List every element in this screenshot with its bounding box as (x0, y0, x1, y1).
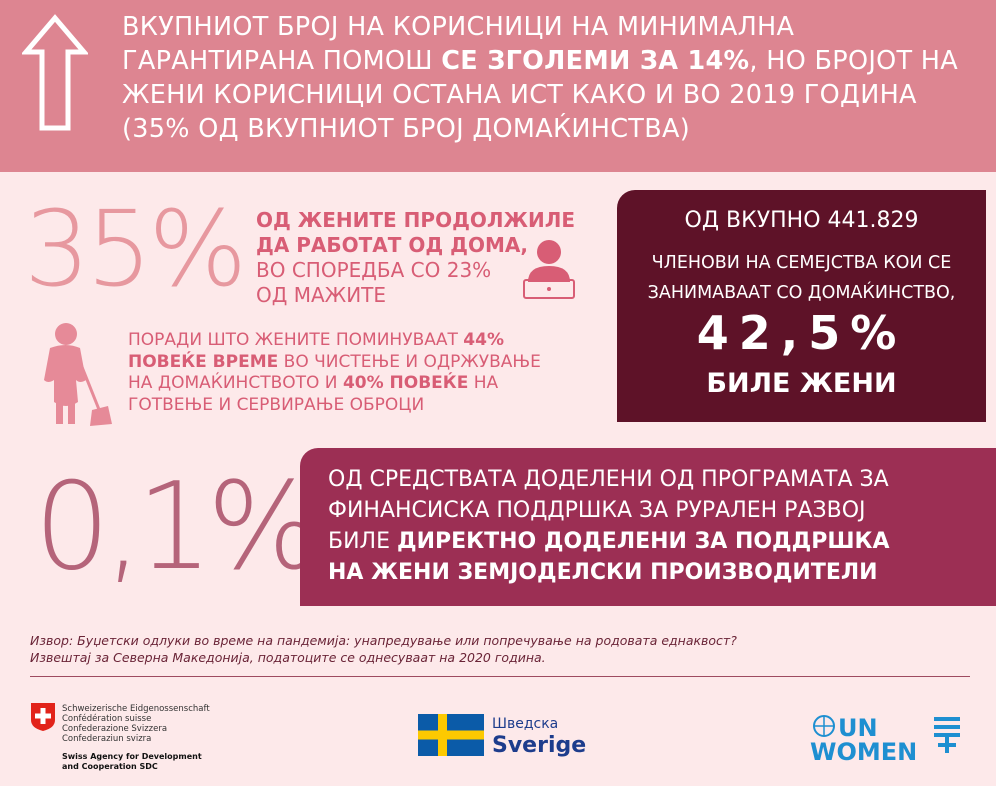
household-members-panel: ОД ВКУПНО 441.829 ЧЛЕНОВИ НА СЕМЕЈСТВА К… (617, 190, 986, 422)
swiss-confederation-text: Schweizerische Eidgenossenschaft Confédé… (62, 704, 222, 744)
household-desc-1: ЧЛЕНОВИ НА СЕМЕЈСТВА КОИ СЕ (651, 253, 952, 273)
source-line-2: Извештај за Северна Македонија, податоци… (30, 650, 546, 665)
housework-more-time: ПОВЕЌЕ ВРЕМЕ (128, 351, 279, 372)
up-arrow-icon (22, 14, 88, 131)
swiss-sdc-text: Swiss Agency for Development and Coopera… (62, 752, 222, 772)
stat-35-bold-2: ДА РАБОТАТ ОД ДОМА, (256, 233, 528, 257)
stat-35-text: ОД ЖЕНИТЕ ПРОДОЛЖИЛЕ ДА РАБОТАТ ОД ДОМА,… (256, 208, 576, 308)
women-symbol-icon (934, 717, 960, 753)
banner-headline: ВКУПНИОТ БРОЈ НА КОРИСНИЦИ НА МИНИМАЛНА … (122, 10, 982, 146)
un-bottom-text: WOMEN (810, 738, 918, 766)
stat-35-bold-1: ОД ЖЕНИТЕ ПРОДОЛЖИЛЕ (256, 208, 575, 232)
swiss-flag-icon (31, 703, 55, 731)
rural-line-2: ФИНАНСИСКА ПОДДРШКА ЗА РУРАЛЕН РАЗВОЈ (328, 498, 866, 523)
housework-text: ПОРАДИ ШТО ЖЕНИТЕ ПОМИНУВААТ 44% ПОВЕЌЕ … (128, 330, 598, 416)
housework-40-more: 40% ПОВЕЌЕ (342, 373, 469, 393)
sdc-line-2: and Cooperation SDC (62, 762, 158, 771)
stat-35-rest-1: ВО СПОРЕДБА СО 23% (256, 258, 492, 282)
un-women-logo: UN WOMEN (810, 713, 960, 766)
household-description: ЧЛЕНОВИ НА СЕМЕЈСТВА КОИ СЕ ЗАНИМАВААТ С… (617, 248, 986, 308)
source-note: Извор: Буџетски одлуки во време на панде… (30, 632, 790, 666)
rural-line-3b: ДИРЕКТНО ДОДЕЛЕНИ ЗА ПОДДРШКА (397, 529, 890, 554)
person-laptop-icon (523, 240, 575, 299)
household-total: ОД ВКУПНО 441.829 (684, 208, 919, 233)
stat-35-rest-2: ОД МАЖИТЕ (256, 283, 387, 307)
sweden-label-mk: Шведска (492, 716, 559, 732)
housework-text-d: ВО ЧИСТЕЊЕ И ОДРЖУВАЊЕ (278, 351, 541, 372)
sweden-label: Sverige (492, 733, 587, 758)
swiss-line-4: Confederaziun svizra (62, 734, 152, 744)
stat-01-value: 0,1% (34, 458, 321, 597)
woman-sweeping-icon (44, 323, 112, 426)
rural-line-3a: БИЛЕ (328, 529, 397, 554)
household-desc-2: ЗАНИМАВААТ СО ДОМАЌИНСТВО, (647, 283, 956, 303)
banner-line-2a: ГАРАНТИРАНА ПОМОШ (122, 46, 442, 76)
un-top-text: UN (838, 714, 878, 742)
housework-text-e: НА ДОМАЌИНСТВОТО И (128, 373, 343, 393)
housework-text-g: НА (468, 373, 499, 393)
swiss-line-2: Confédération suisse (62, 714, 152, 724)
source-line-1: Извор: Буџетски одлуки во време на панде… (30, 633, 737, 648)
rural-support-panel: ОД СРЕДСТВАТА ДОДЕЛЕНИ ОД ПРОГРАМАТА ЗА … (300, 448, 996, 606)
household-women-label: БИЛЕ ЖЕНИ (706, 368, 897, 399)
housework-44: 44% (463, 330, 504, 350)
housework-text-a: ПОРАДИ ШТО ЖЕНИТЕ ПОМИНУВААТ (128, 330, 464, 350)
divider (30, 676, 970, 677)
banner-line-4: (35% ОД ВКУПНИОТ БРОЈ ДОМАЌИНСТВА) (122, 114, 690, 144)
banner-line-2c: , НО БРОЈОТ НА (749, 46, 959, 76)
sweden-flag-icon (418, 714, 484, 756)
rural-line-4: НА ЖЕНИ ЗЕМЈОДЕЛСКИ ПРОИЗВОДИТЕЛИ (328, 560, 878, 585)
banner-line-1: ВКУПНИОТ БРОЈ НА КОРИСНИЦИ НА МИНИМАЛНА (122, 12, 795, 42)
banner-line-3: ЖЕНИ КОРИСНИЦИ ОСТАНА ИСТ КАКО И ВО 2019… (122, 80, 917, 110)
rural-support-text: ОД СРЕДСТВАТА ДОДЕЛЕНИ ОД ПРОГРАМАТА ЗА … (328, 464, 988, 588)
header-banner: ВКУПНИОТ БРОЈ НА КОРИСНИЦИ НА МИНИМАЛНА … (0, 0, 996, 172)
swiss-line-1: Schweizerische Eidgenossenschaft (62, 704, 210, 714)
rural-line-1: ОД СРЕДСТВАТА ДОДЕЛЕНИ ОД ПРОГРАМАТА ЗА (328, 467, 889, 492)
banner-highlight: СЕ ЗГОЛЕМИ ЗА 14% (441, 46, 750, 76)
housework-text-h: ГОТВЕЊЕ И СЕРВИРАЊЕ ОБРОЦИ (128, 394, 425, 415)
stat-35-value: 35% (24, 188, 247, 310)
swiss-line-3: Confederazione Svizzera (62, 724, 168, 734)
un-emblem-icon (813, 715, 835, 737)
sdc-line-1: Swiss Agency for Development (62, 752, 202, 761)
household-women-percent: 42,5% (696, 306, 907, 360)
